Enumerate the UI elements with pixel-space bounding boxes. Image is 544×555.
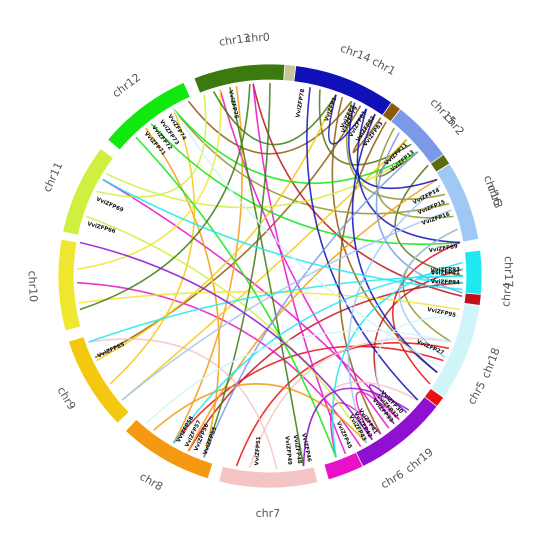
link-ribbon <box>352 113 382 154</box>
link-ribbon <box>219 89 390 429</box>
chromosome-label-chr7: chr7 <box>256 507 281 520</box>
link-ribbon <box>212 91 337 146</box>
chromosome-segment-chr16 <box>435 163 480 243</box>
chromosome-label-chr4: chr4 <box>499 282 514 307</box>
chromosome-label-chr14: chr14 <box>338 42 372 65</box>
gene-label: VviZFP65 <box>97 342 126 360</box>
link-ribbon <box>302 387 410 467</box>
link-ribbon <box>135 136 337 458</box>
link-ribbon <box>102 178 463 291</box>
link-ribbon <box>203 151 419 458</box>
link-ribbon <box>96 94 337 362</box>
link-ribbon <box>145 127 220 458</box>
link-ribbon <box>153 383 368 444</box>
link-ribbon <box>121 209 452 401</box>
gene-label: VviZFP75 <box>227 90 239 120</box>
link-ribbon <box>394 164 464 277</box>
chromosome-segment-chr9 <box>67 336 130 424</box>
chromosome-segment-chr8 <box>124 418 214 480</box>
chromosome-label-chr0: chr0 <box>245 31 270 45</box>
link-ribbon <box>356 108 461 244</box>
chromosome-label-chr11: chr11 <box>41 160 66 194</box>
link-ribbon <box>94 105 362 359</box>
gene-label: VviZFP69 <box>95 196 124 213</box>
link-ribbon <box>348 102 438 189</box>
gene-label: VviZFP16 <box>421 212 451 227</box>
link-ribbon <box>392 241 461 385</box>
chromosome-label-chr1: chr1 <box>370 55 398 78</box>
link-ribbon <box>96 94 207 198</box>
link-ribbon <box>78 290 461 311</box>
link-ribbon <box>351 113 438 374</box>
link-ribbon <box>203 82 271 458</box>
chromosome-label-chr13: chr13 <box>218 31 251 49</box>
link-ribbon <box>172 345 444 444</box>
chromosome-label-chr6: chr6 <box>378 468 406 492</box>
ideogram-layer <box>57 63 483 489</box>
chromosome-label-chr19: chr19 <box>403 446 436 476</box>
chromosome-segment-chr14 <box>293 65 393 117</box>
link-ribbon <box>172 108 441 368</box>
link-ribbon <box>378 138 419 178</box>
chromosome-segment-chr19 <box>355 396 438 468</box>
link-ribbon <box>252 83 347 454</box>
link-ribbon <box>79 84 251 311</box>
link-ribbon <box>329 402 382 458</box>
link-ribbon <box>252 83 463 297</box>
link-ribbon <box>187 178 438 452</box>
gene-label: VviZFP49 <box>283 436 292 466</box>
chromosome-label-chr17: chr17 <box>502 256 516 288</box>
gene-label: VviZFP78 <box>295 88 306 118</box>
gene-label: VviZFP46 <box>300 433 312 463</box>
chromosome-label-chr10: chr10 <box>26 270 40 302</box>
chromosome-label-chr5: chr5 <box>465 379 488 407</box>
chromosome-segment-chr13 <box>193 63 286 94</box>
chromosome-label-chr18: chr18 <box>479 346 503 380</box>
gene-label: VviZFP95 <box>427 307 457 319</box>
chromosome-segment-chr12 <box>107 81 191 151</box>
chromosome-label-chr15: chr15 <box>427 96 458 128</box>
gene-label: VviZFP89 <box>428 244 458 255</box>
link-ribbon <box>306 87 419 401</box>
link-ribbon <box>375 315 459 425</box>
link-ribbon <box>79 241 373 441</box>
link-ribbon <box>109 108 196 385</box>
link-ribbon <box>249 337 452 469</box>
link-ribbon <box>375 127 454 219</box>
chromosome-label-chr8: chr8 <box>137 470 165 494</box>
gene-label: VviZFP21 <box>431 270 460 277</box>
chromosome-segment-chr17 <box>464 249 483 295</box>
gene-label: VviZFP51 <box>254 436 262 466</box>
chromosome-segment-chr10 <box>57 238 82 332</box>
link-ribbon <box>328 94 368 145</box>
gene-label: VviZFP93 <box>431 267 461 274</box>
link-ribbon <box>145 330 452 425</box>
link-ribbon <box>172 108 450 215</box>
chromosome-label-chr9: chr9 <box>55 384 79 412</box>
link-ribbon <box>418 275 464 284</box>
gene-label: VviZFP66 <box>86 221 116 235</box>
link-ribbon <box>88 275 464 343</box>
link-ribbon <box>347 184 441 444</box>
link-ribbon <box>88 338 278 470</box>
links-layer <box>76 82 464 470</box>
chromosome-segment-chr15 <box>390 108 445 165</box>
link-ribbon <box>368 384 408 425</box>
link-ribbon <box>229 87 305 467</box>
chromosome-segment-chr7 <box>218 465 319 489</box>
chromosome-segment-chr18 <box>429 302 481 399</box>
gene-label: VviZFP94 <box>431 279 461 286</box>
gene-label: VviZFP48 <box>292 434 303 464</box>
chromosome-label-chr12: chr12 <box>110 71 143 100</box>
chromosome-segment-chr11 <box>62 147 115 236</box>
link-ribbon <box>150 123 461 245</box>
link-ribbon <box>105 151 419 209</box>
link-ribbon <box>76 89 222 271</box>
link-ribbon <box>235 342 450 467</box>
link-ribbon <box>172 85 243 444</box>
chromosome-label-chr16: chr16 <box>481 173 504 207</box>
link-ribbon <box>187 100 353 155</box>
